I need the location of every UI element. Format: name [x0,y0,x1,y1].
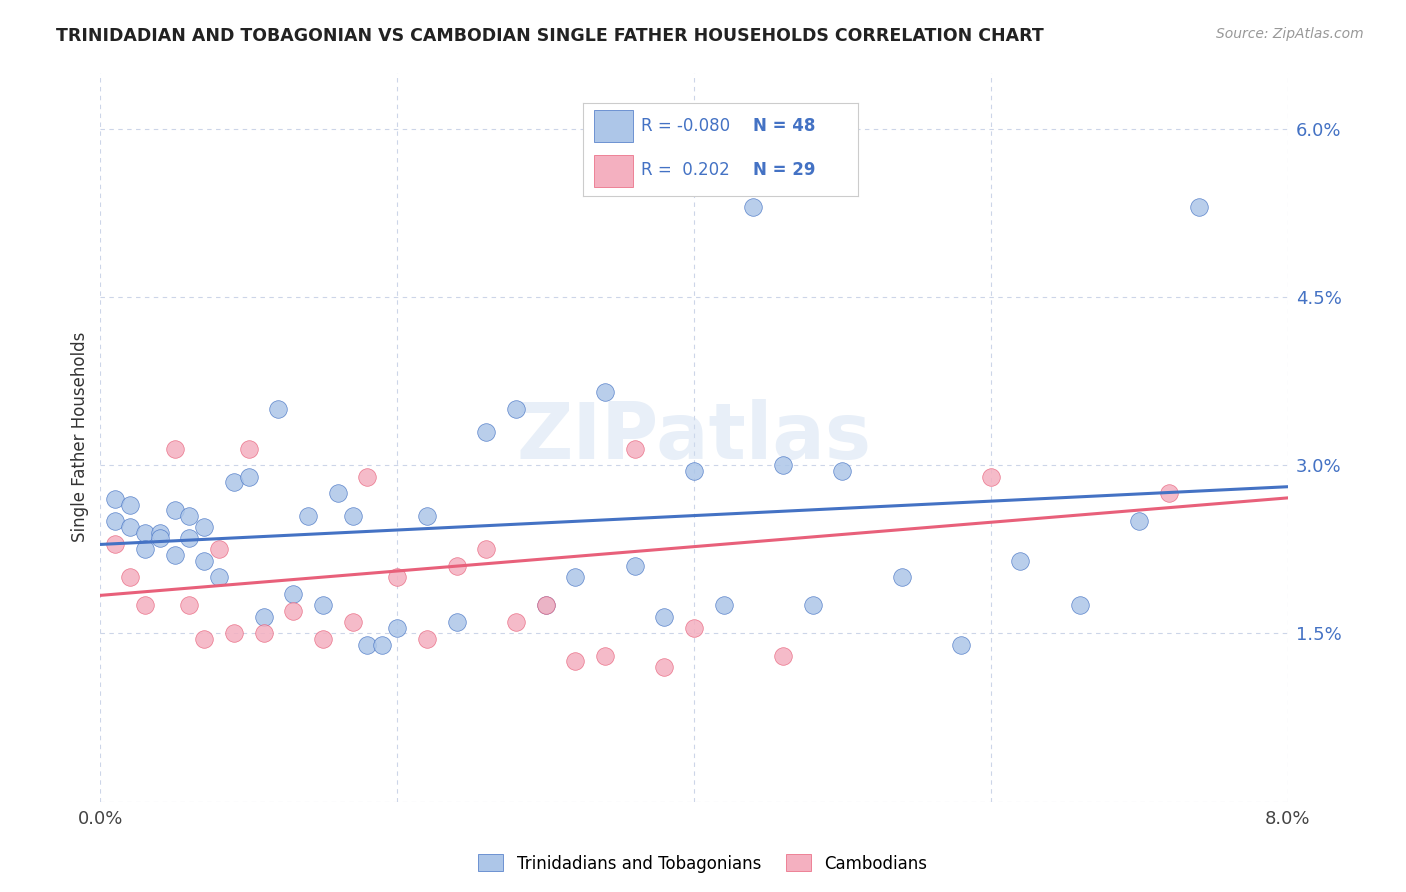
Point [446,615,468,630]
Point [134,599,156,613]
Point [163,548,186,562]
Point [312,632,335,646]
Text: N = 48: N = 48 [754,117,815,135]
Point [118,520,141,534]
Point [222,626,245,640]
Point [1069,599,1091,613]
Point [505,615,527,630]
Point [118,570,141,584]
Point [179,531,201,545]
Text: N = 29: N = 29 [754,161,815,179]
Point [1010,553,1032,567]
Point [356,469,378,483]
Point [149,531,172,545]
Point [772,458,794,473]
Y-axis label: Single Father Households: Single Father Households [72,332,89,542]
Point [134,542,156,557]
Point [193,520,215,534]
Point [1157,486,1180,500]
Point [193,553,215,567]
Point [104,537,127,551]
Point [593,648,616,663]
Point [831,464,853,478]
Point [179,508,201,523]
Text: ZIPatlas: ZIPatlas [516,400,872,475]
Point [652,609,675,624]
Point [713,599,735,613]
Point [149,525,172,540]
Point [163,442,186,456]
FancyBboxPatch shape [595,155,633,187]
Point [1187,201,1209,215]
Point [890,570,912,584]
Point [238,469,260,483]
Point [683,464,706,478]
Text: R =  0.202: R = 0.202 [641,161,730,179]
Point [222,475,245,490]
Point [193,632,215,646]
Point [342,508,364,523]
Text: Source: ZipAtlas.com: Source: ZipAtlas.com [1216,27,1364,41]
Point [950,638,973,652]
Point [1128,514,1150,528]
Point [179,599,201,613]
Text: TRINIDADIAN AND TOBAGONIAN VS CAMBODIAN SINGLE FATHER HOUSEHOLDS CORRELATION CHA: TRINIDADIAN AND TOBAGONIAN VS CAMBODIAN … [56,27,1045,45]
Point [238,442,260,456]
Point [267,402,290,417]
Point [252,626,274,640]
Point [356,638,378,652]
Text: R = -0.080: R = -0.080 [641,117,730,135]
Point [208,570,231,584]
Point [312,599,335,613]
Point [980,469,1002,483]
Point [297,508,319,523]
Point [593,385,616,400]
Point [446,559,468,574]
Point [652,660,675,674]
Point [416,632,439,646]
Point [475,542,498,557]
Point [104,491,127,506]
Point [564,655,586,669]
Point [385,621,408,635]
Point [772,648,794,663]
Point [534,599,557,613]
Point [252,609,274,624]
Point [342,615,364,630]
Point [118,498,141,512]
Point [371,638,394,652]
Point [505,402,527,417]
Point [534,599,557,613]
Point [134,525,156,540]
Point [683,621,706,635]
Point [801,599,824,613]
FancyBboxPatch shape [595,110,633,142]
Point [163,503,186,517]
Point [283,604,305,618]
Point [475,425,498,439]
Point [208,542,231,557]
Point [623,559,645,574]
Legend: Trinidadians and Tobagonians, Cambodians: Trinidadians and Tobagonians, Cambodians [472,847,934,880]
Point [326,486,349,500]
Point [283,587,305,601]
Point [742,201,765,215]
Point [416,508,439,523]
Point [564,570,586,584]
Point [104,514,127,528]
Point [623,442,645,456]
Point [727,155,749,169]
Point [385,570,408,584]
